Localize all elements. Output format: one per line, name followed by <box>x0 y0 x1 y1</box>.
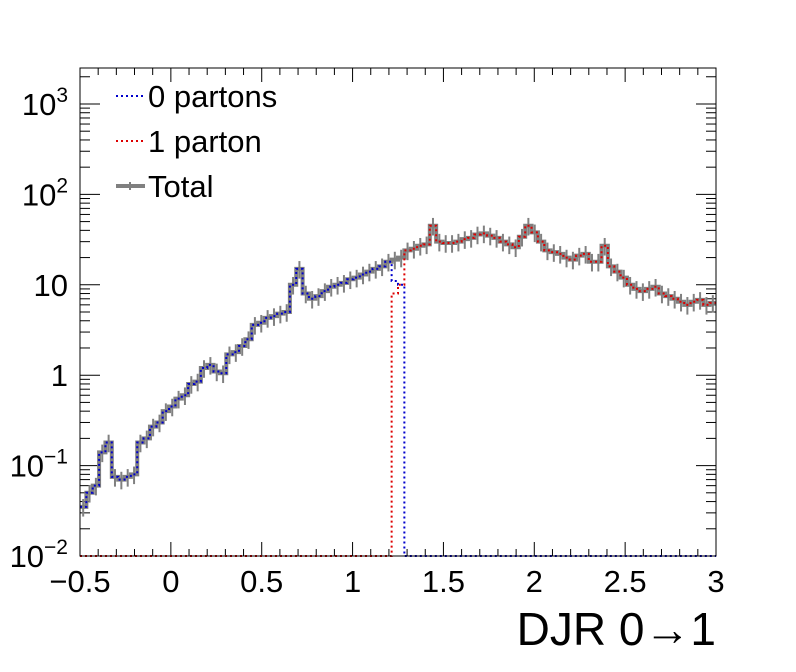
x-tick-label: 0.5 <box>240 564 283 599</box>
legend-label: 0 partons <box>148 79 277 114</box>
histogram-series <box>80 217 716 557</box>
y-tick-label-exponent: 2 <box>56 174 68 197</box>
y-tick-label-exponent: −2 <box>44 536 68 559</box>
y-tick-label-base: 10 <box>22 177 56 212</box>
y-tick-label: 103 <box>22 84 68 122</box>
x-tick-label: 0 <box>162 564 179 599</box>
y-tick-label: 10−2 <box>10 536 68 574</box>
legend-label: Total <box>148 169 213 204</box>
y-tick-label-base: 10 <box>34 268 68 303</box>
x-tick-label: 1 <box>344 564 361 599</box>
y-tick-label: 1 <box>51 358 68 393</box>
y-tick-label-base: 10 <box>10 449 44 484</box>
y-tick-label-base: 1 <box>51 358 68 393</box>
x-tick-label: 3 <box>707 564 724 599</box>
plot-frame <box>79 67 717 557</box>
x-axis-ticks <box>79 68 717 556</box>
series-line-0-partons <box>80 260 716 557</box>
y-tick-label: 10−1 <box>10 446 68 484</box>
y-tick-label-base: 10 <box>22 87 56 122</box>
y-tick-label-base: 10 <box>10 539 44 574</box>
x-tick-label: 2.5 <box>604 564 647 599</box>
y-tick-label: 102 <box>22 174 68 212</box>
x-axis-title: DJR 0→1 <box>517 603 716 655</box>
series-line-total <box>80 223 716 509</box>
y-tick-label: 10 <box>34 268 68 303</box>
series-line-1-parton <box>80 224 716 557</box>
x-tick-label: 2 <box>526 564 543 599</box>
y-tick-label-exponent: −1 <box>44 446 68 469</box>
legend: 0 partons 1 parton Total <box>116 79 277 204</box>
x-axis-tick-labels: −0.5 0 0.5 1 1.5 2 2.5 3 <box>49 564 724 599</box>
y-tick-label-exponent: 3 <box>56 84 68 107</box>
legend-label: 1 parton <box>148 124 262 159</box>
x-tick-label: −0.5 <box>49 564 110 599</box>
x-tick-label: 1.5 <box>422 564 465 599</box>
